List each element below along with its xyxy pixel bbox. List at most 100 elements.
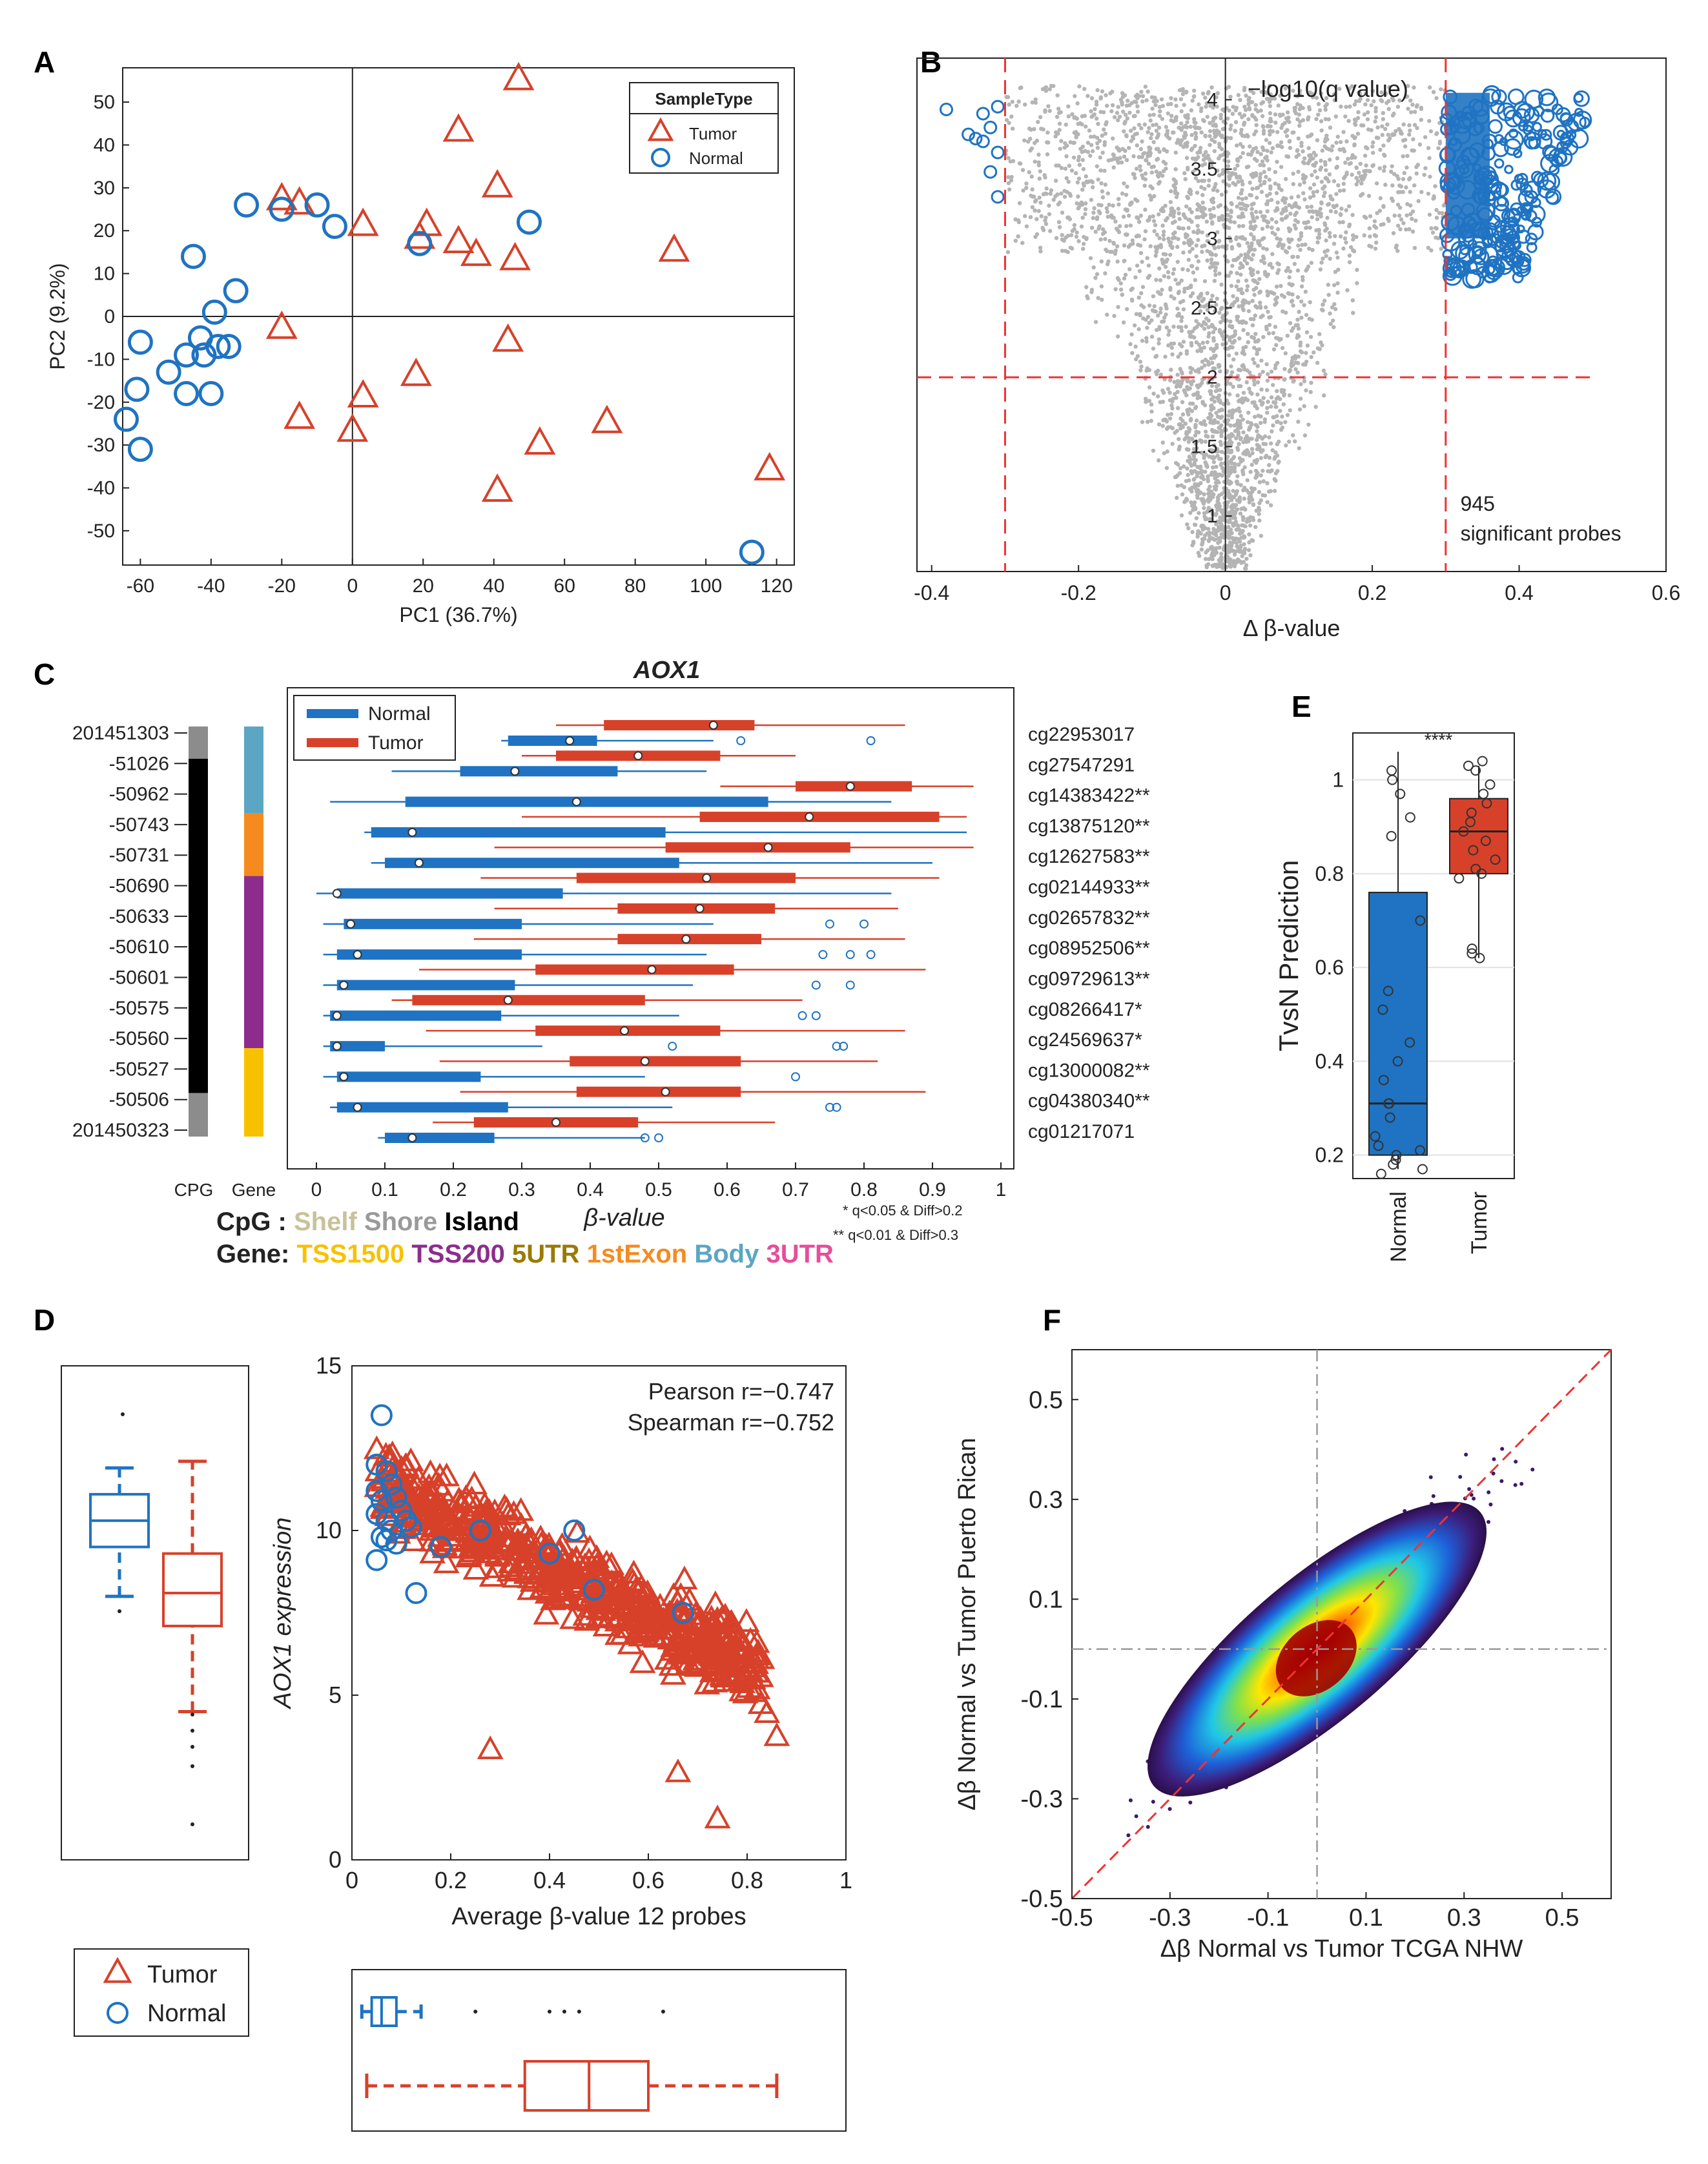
probe-dot [1154, 369, 1158, 375]
probe-dot [1030, 187, 1034, 192]
normal-box [371, 858, 932, 869]
probe-dot [1293, 439, 1297, 444]
probe-dot [1147, 153, 1153, 158]
probe-dot [1336, 267, 1341, 272]
probe-dot [1230, 536, 1235, 541]
probe-dot [1319, 180, 1324, 184]
probe-dot [1126, 244, 1131, 249]
probe-dot [1327, 158, 1332, 162]
probe-dot [1380, 124, 1384, 129]
probe-dot [1254, 508, 1259, 513]
probe-dot [1046, 104, 1051, 108]
probe-dot [1138, 213, 1143, 218]
probe-dot [1335, 290, 1340, 295]
probe-dot [1234, 527, 1239, 532]
probe-dot [1293, 218, 1298, 223]
probe-dot [1302, 161, 1307, 165]
probe-dot [1146, 275, 1150, 280]
probe-dot [1351, 311, 1355, 315]
probe-dot [1148, 184, 1153, 189]
probe-dot [1260, 448, 1265, 453]
normal-box [323, 1010, 679, 1021]
probe-dot [1160, 388, 1165, 393]
probe-dot [1253, 209, 1259, 214]
probe-dot [1238, 98, 1242, 103]
probe-dot [1280, 426, 1285, 430]
probe-dot [1259, 90, 1264, 94]
probe-dot [1213, 265, 1218, 270]
probe-dot [1215, 168, 1220, 173]
probe-dot [1212, 278, 1217, 283]
probe-dot [1255, 215, 1259, 220]
probe-dot [1233, 332, 1237, 337]
probe-dot [1255, 195, 1259, 200]
probe-dot [1131, 136, 1136, 141]
probe-dot [1226, 164, 1231, 169]
probe-dot [1219, 461, 1224, 466]
probe-dot [1221, 402, 1226, 407]
probe-dot [1063, 167, 1068, 171]
bottom-outlier [548, 2010, 551, 2014]
probe-dot [1134, 312, 1139, 316]
probe-dot [1335, 134, 1340, 139]
probe-dot [1120, 191, 1125, 196]
probe-dot [1251, 502, 1256, 508]
probe-dot [1408, 176, 1412, 180]
probe-dot [1084, 174, 1088, 179]
probe-dot [1365, 117, 1370, 121]
probe-dot [1419, 105, 1424, 110]
probe-dot [1414, 218, 1418, 223]
probe-dot [1188, 192, 1193, 196]
normal-point [407, 231, 433, 256]
probe-dot [1439, 247, 1443, 251]
probe-dot [1177, 437, 1181, 442]
probe-dot [1164, 132, 1169, 138]
probe-dot [1330, 305, 1335, 310]
probe-dot [1190, 247, 1195, 251]
probe-dot [1184, 479, 1189, 484]
probe-dot [1180, 400, 1185, 404]
probe-dot [1144, 368, 1149, 373]
probe-dot [1077, 163, 1082, 167]
probe-dot [1363, 153, 1368, 158]
probe-dot [1198, 466, 1202, 470]
probe-dot [1217, 364, 1221, 369]
probe-dot [1350, 233, 1355, 238]
probe-dot [1280, 345, 1285, 351]
probe-dot [1272, 457, 1277, 461]
probe-dot [1210, 360, 1215, 366]
probe-dot [1299, 397, 1303, 401]
probe-dot [1112, 115, 1117, 119]
probe-dot [1203, 133, 1208, 138]
probe-dot [1261, 246, 1266, 251]
probe-dot [1295, 361, 1301, 366]
probe-dot [1429, 248, 1434, 252]
probe-dot [1189, 263, 1194, 269]
probe-dot [1191, 88, 1197, 93]
x-tick-label: 0.6 [714, 1179, 741, 1201]
probe-dot [1272, 96, 1277, 101]
probe-dot [1194, 340, 1199, 345]
x-tick-label: 0.3 [508, 1179, 535, 1201]
probe-dot [1220, 134, 1224, 138]
probe-dot [1268, 503, 1273, 508]
probe-dot [1206, 325, 1211, 329]
probe-dot [1255, 442, 1260, 448]
probe-dot [1273, 112, 1278, 117]
probe-dot [1147, 125, 1151, 130]
probe-dot [1231, 488, 1235, 493]
probe-dot [1244, 288, 1250, 293]
probe-dot [1199, 475, 1204, 480]
probe-dot [1270, 252, 1275, 256]
probe-dot [1380, 132, 1384, 138]
probe-dot [1343, 236, 1348, 241]
probe-dot [1188, 401, 1193, 406]
probe-dot [1230, 370, 1235, 375]
probe-dot [1239, 425, 1243, 430]
footnote-2: ** q<0.01 & Diff>0.3 [833, 1227, 958, 1243]
probe-dot [1211, 460, 1217, 464]
probe-dot [1210, 563, 1215, 568]
panel-label-a: A [34, 45, 55, 79]
position-label: -50690 [109, 876, 169, 897]
